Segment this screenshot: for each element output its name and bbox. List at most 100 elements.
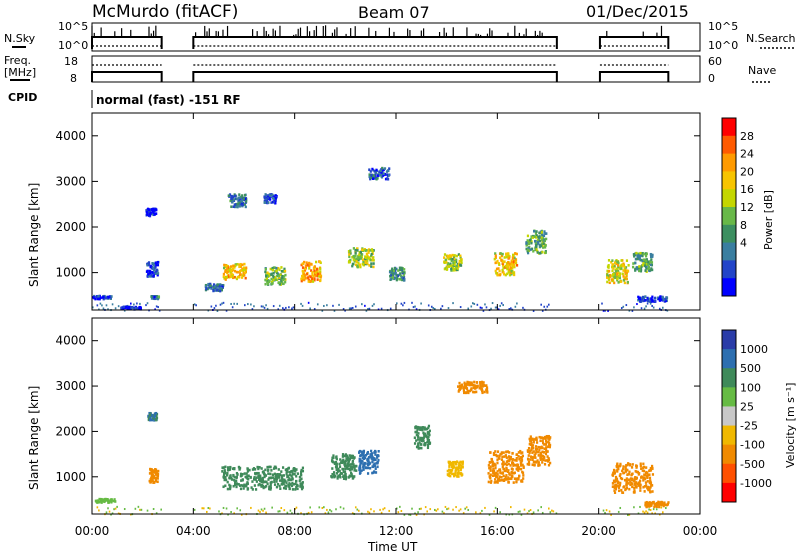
range-cell bbox=[506, 267, 509, 271]
range-cell bbox=[263, 306, 266, 309]
search-tick-low: 10^0 bbox=[708, 39, 738, 52]
range-cell bbox=[372, 262, 375, 265]
range-cell bbox=[157, 295, 160, 298]
range-cell bbox=[614, 487, 618, 491]
range-cell bbox=[300, 468, 303, 472]
range-cell bbox=[354, 506, 357, 509]
range-cell bbox=[645, 466, 648, 469]
range-cell bbox=[374, 471, 378, 474]
range-cell bbox=[339, 471, 342, 475]
range-cell bbox=[515, 456, 518, 460]
range-cell bbox=[531, 458, 534, 462]
range-cell bbox=[637, 298, 640, 302]
range-cell bbox=[476, 384, 479, 388]
x-tick-label: 20:00 bbox=[581, 524, 616, 538]
power-ylabel: Slant Range [km] bbox=[27, 183, 41, 287]
range-cell bbox=[517, 451, 520, 454]
range-cell bbox=[289, 478, 292, 482]
range-cell bbox=[463, 381, 466, 385]
range-cell bbox=[639, 254, 642, 257]
colorbar-swatch bbox=[722, 444, 736, 465]
range-cell bbox=[457, 475, 460, 478]
range-cell bbox=[267, 468, 270, 472]
range-cell bbox=[377, 458, 380, 462]
range-cell bbox=[157, 469, 160, 473]
range-cell bbox=[224, 465, 227, 469]
range-cell bbox=[639, 296, 643, 300]
range-cell bbox=[257, 483, 260, 487]
range-cell bbox=[455, 264, 458, 268]
freq-traces bbox=[91, 64, 670, 82]
range-cell bbox=[511, 256, 514, 259]
range-cell bbox=[421, 438, 425, 442]
range-cell bbox=[540, 453, 543, 457]
range-cell bbox=[237, 465, 241, 469]
range-cell bbox=[335, 508, 337, 511]
range-cell bbox=[226, 270, 229, 274]
range-cell bbox=[264, 282, 267, 286]
range-cell bbox=[319, 272, 322, 276]
range-cell bbox=[525, 243, 528, 247]
colorbar-swatch bbox=[722, 368, 736, 388]
range-cell bbox=[270, 201, 273, 204]
range-cell bbox=[454, 470, 457, 473]
range-cell bbox=[532, 309, 535, 312]
range-cell bbox=[617, 467, 620, 471]
range-cell bbox=[353, 467, 356, 470]
range-cell bbox=[240, 276, 244, 279]
x-tick-label: 04:00 bbox=[176, 524, 211, 538]
range-cell bbox=[350, 473, 353, 476]
range-cell bbox=[332, 460, 335, 464]
range-cell bbox=[311, 280, 315, 283]
range-cell bbox=[148, 418, 152, 422]
range-cell bbox=[153, 263, 156, 266]
range-cell bbox=[238, 466, 242, 470]
range-cell bbox=[545, 449, 548, 452]
range-cell bbox=[505, 466, 508, 470]
range-cell bbox=[610, 513, 612, 516]
range-cell bbox=[488, 466, 491, 470]
range-cell bbox=[102, 498, 105, 501]
range-cell bbox=[266, 196, 270, 200]
range-cell bbox=[432, 307, 435, 310]
range-cell bbox=[491, 469, 495, 473]
range-cell bbox=[242, 487, 245, 490]
range-cell bbox=[613, 272, 617, 275]
range-cell bbox=[535, 234, 538, 237]
range-cell bbox=[492, 463, 496, 467]
range-cell bbox=[223, 277, 226, 280]
range-cell bbox=[526, 251, 530, 255]
range-cell bbox=[391, 267, 394, 271]
range-cell bbox=[280, 482, 283, 486]
range-cell bbox=[510, 470, 513, 474]
range-cell bbox=[451, 253, 454, 257]
range-cell bbox=[246, 467, 249, 470]
range-cell bbox=[249, 475, 252, 479]
colorbar-swatch bbox=[722, 425, 736, 446]
range-cell bbox=[235, 485, 238, 489]
range-cell bbox=[403, 271, 406, 275]
range-cell bbox=[427, 424, 431, 428]
range-cell bbox=[354, 254, 357, 257]
range-cell bbox=[373, 169, 376, 173]
range-cell bbox=[101, 296, 104, 299]
range-cell bbox=[490, 479, 493, 483]
range-cell bbox=[224, 269, 227, 272]
range-cell bbox=[423, 443, 426, 446]
range-cell bbox=[372, 249, 375, 252]
range-cell bbox=[156, 473, 159, 476]
range-cell bbox=[540, 242, 543, 246]
range-cell bbox=[148, 210, 151, 213]
range-cell bbox=[362, 453, 365, 457]
range-cell bbox=[362, 451, 365, 454]
range-cell bbox=[519, 456, 522, 459]
range-cell bbox=[368, 264, 371, 267]
range-cell bbox=[280, 269, 283, 273]
range-cell bbox=[160, 508, 162, 511]
range-cell bbox=[313, 308, 316, 311]
range-cell bbox=[329, 508, 331, 511]
range-cell bbox=[260, 478, 263, 481]
range-cell bbox=[265, 273, 268, 277]
range-cell bbox=[542, 451, 546, 454]
